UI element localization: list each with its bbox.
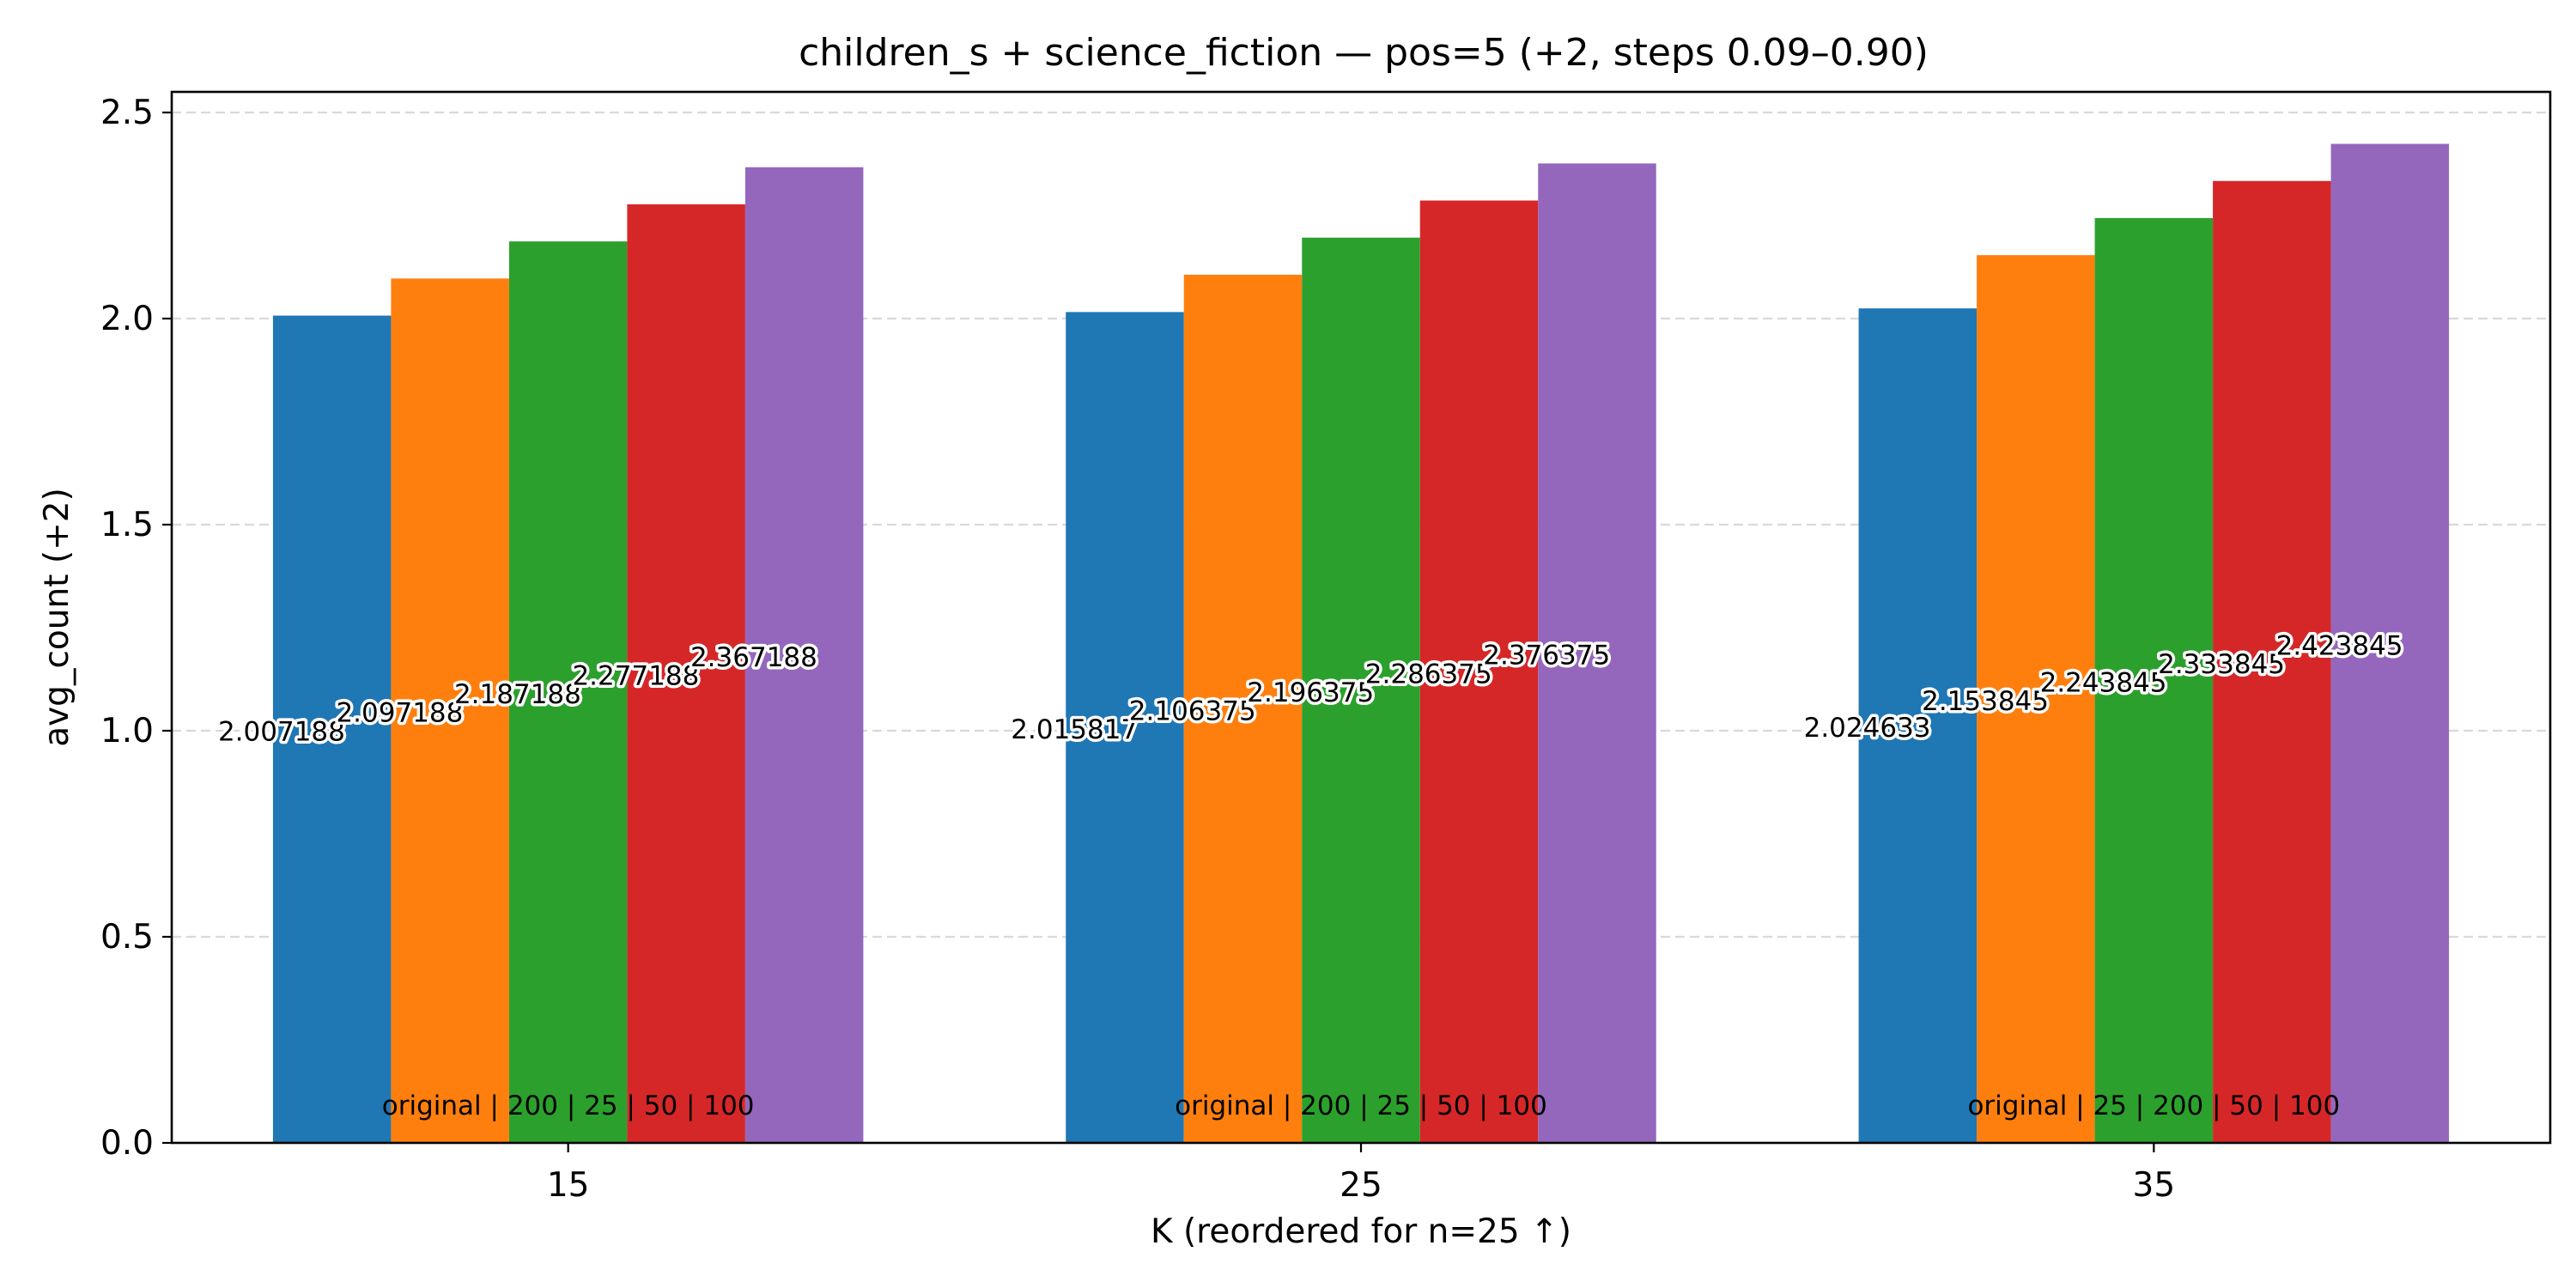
x-tick-label: 35 [2133, 1166, 2176, 1205]
bar-35-2 [1977, 255, 2095, 1143]
bar-15-3 [508, 241, 628, 1143]
y-tick-label: 2.0 [100, 300, 154, 338]
bar-25-2 [1183, 274, 1303, 1143]
bar-value-label: 2.097188 [336, 698, 463, 729]
y-axis-label: avg_count (+2) [38, 488, 76, 747]
y-axis-ticks: 0.0 0.5 1.0 1.5 2.0 2.5 [100, 94, 172, 1163]
bar-25-4 [1419, 200, 1539, 1143]
chart-title: children_s + science_fiction — pos=5 (+2… [799, 31, 1929, 75]
x-tick-label: 25 [1340, 1166, 1382, 1205]
bar-value-label: 2.376375 [1483, 641, 1610, 671]
y-tick-label: 2.5 [100, 94, 154, 132]
x-tick-label: 15 [547, 1166, 590, 1205]
bar-value-label: 2.106375 [1129, 696, 1256, 726]
bar-value-label: 2.277188 [572, 660, 699, 691]
x-axis-label: K (reordered for n=25 ↑) [1151, 1212, 1571, 1251]
bars [272, 143, 2450, 1144]
bar-35-4 [2213, 180, 2331, 1143]
bar-35-5 [2330, 143, 2450, 1143]
bar-value-label: 2.153845 [1922, 686, 2049, 717]
group-order-label: original | 200 | 25 | 50 | 100 [1175, 1091, 1547, 1121]
bar-value-label: 2.187188 [454, 679, 581, 710]
bar-15-2 [391, 278, 509, 1144]
y-tick-label: 0.5 [100, 918, 154, 957]
bar-25-3 [1302, 237, 1420, 1143]
bar-15-4 [627, 204, 745, 1144]
group-order-label: original | 200 | 25 | 50 | 100 [382, 1091, 755, 1121]
bar-value-label: 2.024633 [1804, 713, 1931, 744]
bar-value-label: 2.423845 [2276, 630, 2403, 661]
bar-value-label: 2.196375 [1247, 677, 1374, 708]
group-order-label: original | 25 | 200 | 50 | 100 [1967, 1091, 2340, 1121]
bar-35-1 [1858, 308, 1978, 1143]
y-tick-label: 1.5 [100, 506, 154, 544]
bar-value-label: 2.015817 [1011, 714, 1138, 745]
y-tick-label: 0.0 [100, 1124, 154, 1163]
bar-value-label: 2.007188 [218, 716, 345, 747]
bar-value-label: 2.286375 [1365, 659, 1492, 690]
order-labels: original | 200 | 25 | 50 | 100 original |… [382, 1091, 2340, 1121]
bar-25-1 [1066, 312, 1184, 1143]
bar-15-5 [744, 167, 864, 1143]
x-axis-ticks: 15 25 35 [547, 1143, 2175, 1205]
bar-25-5 [1538, 163, 1656, 1144]
y-tick-label: 1.0 [100, 712, 154, 750]
bar-35-3 [2094, 217, 2214, 1144]
bar-value-label: 2.367188 [690, 642, 817, 673]
bar-value-label: 2.333845 [2158, 649, 2285, 680]
data-labels: 2.0071882.0971882.1871882.2771882.367188… [215, 628, 2406, 750]
bar-15-1 [272, 315, 392, 1143]
bar-value-label: 2.243845 [2040, 667, 2167, 698]
